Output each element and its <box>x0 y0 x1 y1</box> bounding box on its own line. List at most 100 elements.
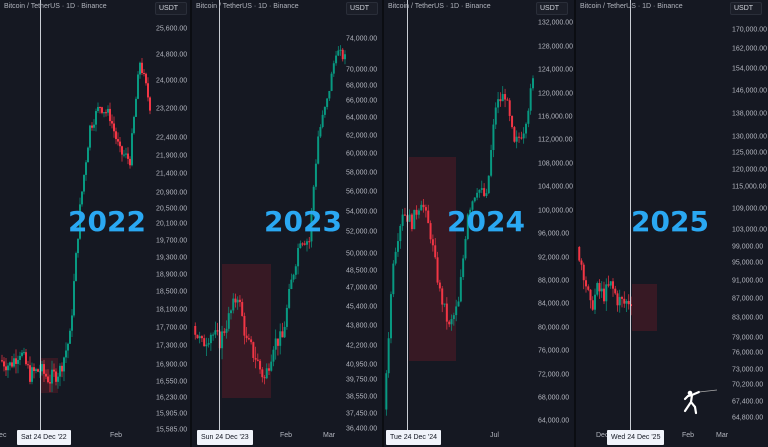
candle-body <box>109 108 111 122</box>
candle-body <box>310 210 313 242</box>
candle-body <box>205 344 208 347</box>
candle-body <box>209 334 212 344</box>
candle-body <box>483 188 486 196</box>
candle-body <box>216 330 219 332</box>
y-tick-label: 58,000.00 <box>346 169 378 177</box>
candle-body <box>135 98 137 117</box>
candle-body <box>303 243 306 245</box>
y-tick-label: 154,000.00 <box>732 65 768 73</box>
candle-body <box>283 326 286 338</box>
y-tick-label: 16,900.00 <box>156 361 188 369</box>
candle-body <box>103 112 105 114</box>
y-tick-label: 19,300.00 <box>156 254 188 262</box>
y-tick-label: 20,100.00 <box>156 220 188 228</box>
candle-body <box>434 245 437 258</box>
x-tick-label: Dec <box>0 432 7 439</box>
candle-body <box>223 331 226 333</box>
candle-body <box>438 282 441 289</box>
candle-body <box>59 365 61 377</box>
candle-body <box>312 186 315 211</box>
currency-button[interactable]: USDT <box>536 2 568 15</box>
candle-body <box>37 369 39 372</box>
chart-panel-2023[interactable]: Bitcoin / TetherUS · 1D · Binance USDT 74,… <box>192 0 382 447</box>
currency-button[interactable]: USDT <box>155 2 187 15</box>
candle-body <box>221 331 224 349</box>
candle-body <box>21 352 23 356</box>
candle-body <box>45 373 47 377</box>
y-tick-label: 67,400.00 <box>732 398 764 406</box>
candle-body <box>476 192 479 198</box>
candle-body <box>504 94 507 100</box>
candle-body <box>436 257 439 283</box>
y-tick-label: 100,000.00 <box>538 207 574 215</box>
candle-body <box>65 350 67 358</box>
candle-body <box>69 330 71 344</box>
candle-body <box>618 297 621 306</box>
candle-body <box>17 359 19 364</box>
y-tick-label: 99,000.00 <box>732 243 764 251</box>
candle-body <box>270 361 273 371</box>
chart-panel-2025[interactable]: Bitcoin / TetherUS · 1D · Binance USDT 170… <box>576 0 768 447</box>
candle-body <box>614 288 617 294</box>
y-tick-label: 120,000.00 <box>538 90 574 98</box>
candle-body <box>265 368 268 379</box>
candle-body <box>200 336 203 339</box>
candle-body <box>621 297 623 299</box>
year-label: 2024 <box>447 205 525 238</box>
y-tick-label: 146,000.00 <box>732 87 768 95</box>
candle-body <box>9 362 11 366</box>
y-tick-label: 24,800.00 <box>156 51 188 59</box>
candle-body <box>285 307 288 327</box>
candle-body <box>139 62 141 75</box>
y-tick-label: 45,400.00 <box>346 303 378 311</box>
y-tick-label: 130,000.00 <box>732 133 768 141</box>
candle-body <box>607 284 610 286</box>
candle-body <box>339 49 342 51</box>
crosshair-date-label: Sun 24 Dec '23 <box>197 430 253 445</box>
currency-button[interactable]: USDT <box>346 2 378 15</box>
candle-body <box>401 214 404 226</box>
candle-body <box>499 99 502 102</box>
chart-panel-2024[interactable]: Bitcoin / TetherUS · 1D · Binance USDT 132… <box>384 0 574 447</box>
candle-body <box>589 289 592 301</box>
y-tick-label: 72,000.00 <box>538 371 570 379</box>
y-tick-label: 120,000.00 <box>732 166 768 174</box>
candle-body <box>61 365 63 372</box>
y-tick-label: 88,000.00 <box>538 277 570 285</box>
candle-body <box>326 98 329 107</box>
candle-body <box>485 193 488 196</box>
chart-panel-2022[interactable]: Bitcoin / TetherUS · 1D · Binance USDT 25,… <box>0 0 190 447</box>
candle-body <box>137 74 139 99</box>
candle-body <box>587 286 590 290</box>
y-tick-label: 62,000.00 <box>346 132 378 140</box>
candle-body <box>123 154 125 156</box>
y-tick-label: 68,000.00 <box>346 82 378 90</box>
fencer-icon <box>679 389 719 415</box>
candle-body <box>424 207 427 211</box>
y-tick-label: 70,200.00 <box>732 381 764 389</box>
candle-body <box>441 288 444 305</box>
currency-button[interactable]: USDT <box>730 2 762 15</box>
candle-body <box>459 277 462 302</box>
candle-body <box>85 162 87 175</box>
candle-body <box>469 209 472 215</box>
candle-body <box>317 136 320 164</box>
candle-body <box>232 298 235 311</box>
candle-body <box>245 335 248 339</box>
y-tick-label: 25,600.00 <box>156 25 188 33</box>
candle-body <box>7 365 9 371</box>
year-label: 2023 <box>264 205 342 238</box>
candle-body <box>19 355 21 360</box>
symbol-title: Bitcoin / TetherUS · 1D · Binance <box>580 3 683 10</box>
candle-body <box>83 174 85 192</box>
candle-body <box>3 361 5 367</box>
y-tick-label: 17,300.00 <box>156 342 188 350</box>
candle-body <box>605 284 608 302</box>
candle-body <box>121 146 123 155</box>
y-tick-label: 87,000.00 <box>732 295 764 303</box>
candle-body <box>431 239 434 246</box>
candle-body <box>268 368 270 371</box>
candle-body <box>247 338 250 340</box>
candle-body <box>13 358 15 367</box>
crosshair-date-label: Tue 24 Dec '24 <box>386 430 441 445</box>
